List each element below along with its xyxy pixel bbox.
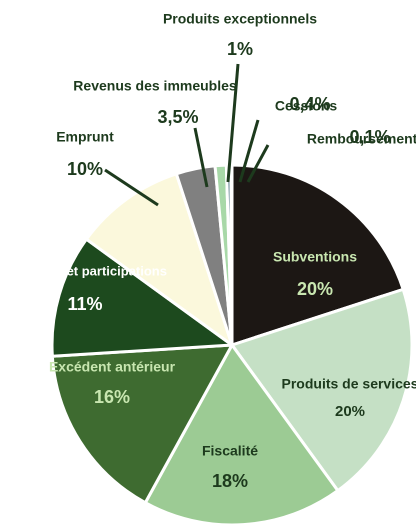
slice-label: Dotations et participations [3,263,167,278]
leader-line [246,144,270,183]
leader-line [193,127,209,188]
slice-label: Produits de services [282,376,416,392]
slice-value: 0,4% [289,94,330,114]
pie-slice [50,237,234,358]
slice-value: 3,5% [157,107,198,127]
slice-label: Produits exceptionnels [163,11,317,27]
slice-label: Fiscalité [202,443,258,459]
slice-value: 20% [335,403,365,420]
pie-slice [229,163,234,347]
slice-label: Revenus des immeubles [73,78,237,94]
slice-value: 10% [67,159,103,179]
slice-value: 11% [67,294,102,314]
slice-value: 20% [297,279,333,299]
slice-value: 1% [227,39,253,59]
slice-label: Cessions [275,98,337,114]
slice-value: 0,1% [349,127,390,147]
slice-label: Remboursements [307,131,416,147]
slice-label: Emprunt [56,129,114,145]
slice-value: 18% [212,471,248,491]
leader-line [104,168,159,207]
pie-slice [50,343,234,505]
slice-label: Subventions [273,249,357,265]
slice-label: Excédent antérieur [49,359,176,375]
slice-value: 16% [94,387,130,407]
pie-slice [143,343,340,527]
leader-line [238,119,260,183]
leader-line [226,63,240,183]
pie-slice [230,287,414,493]
pie-slice [84,172,234,347]
